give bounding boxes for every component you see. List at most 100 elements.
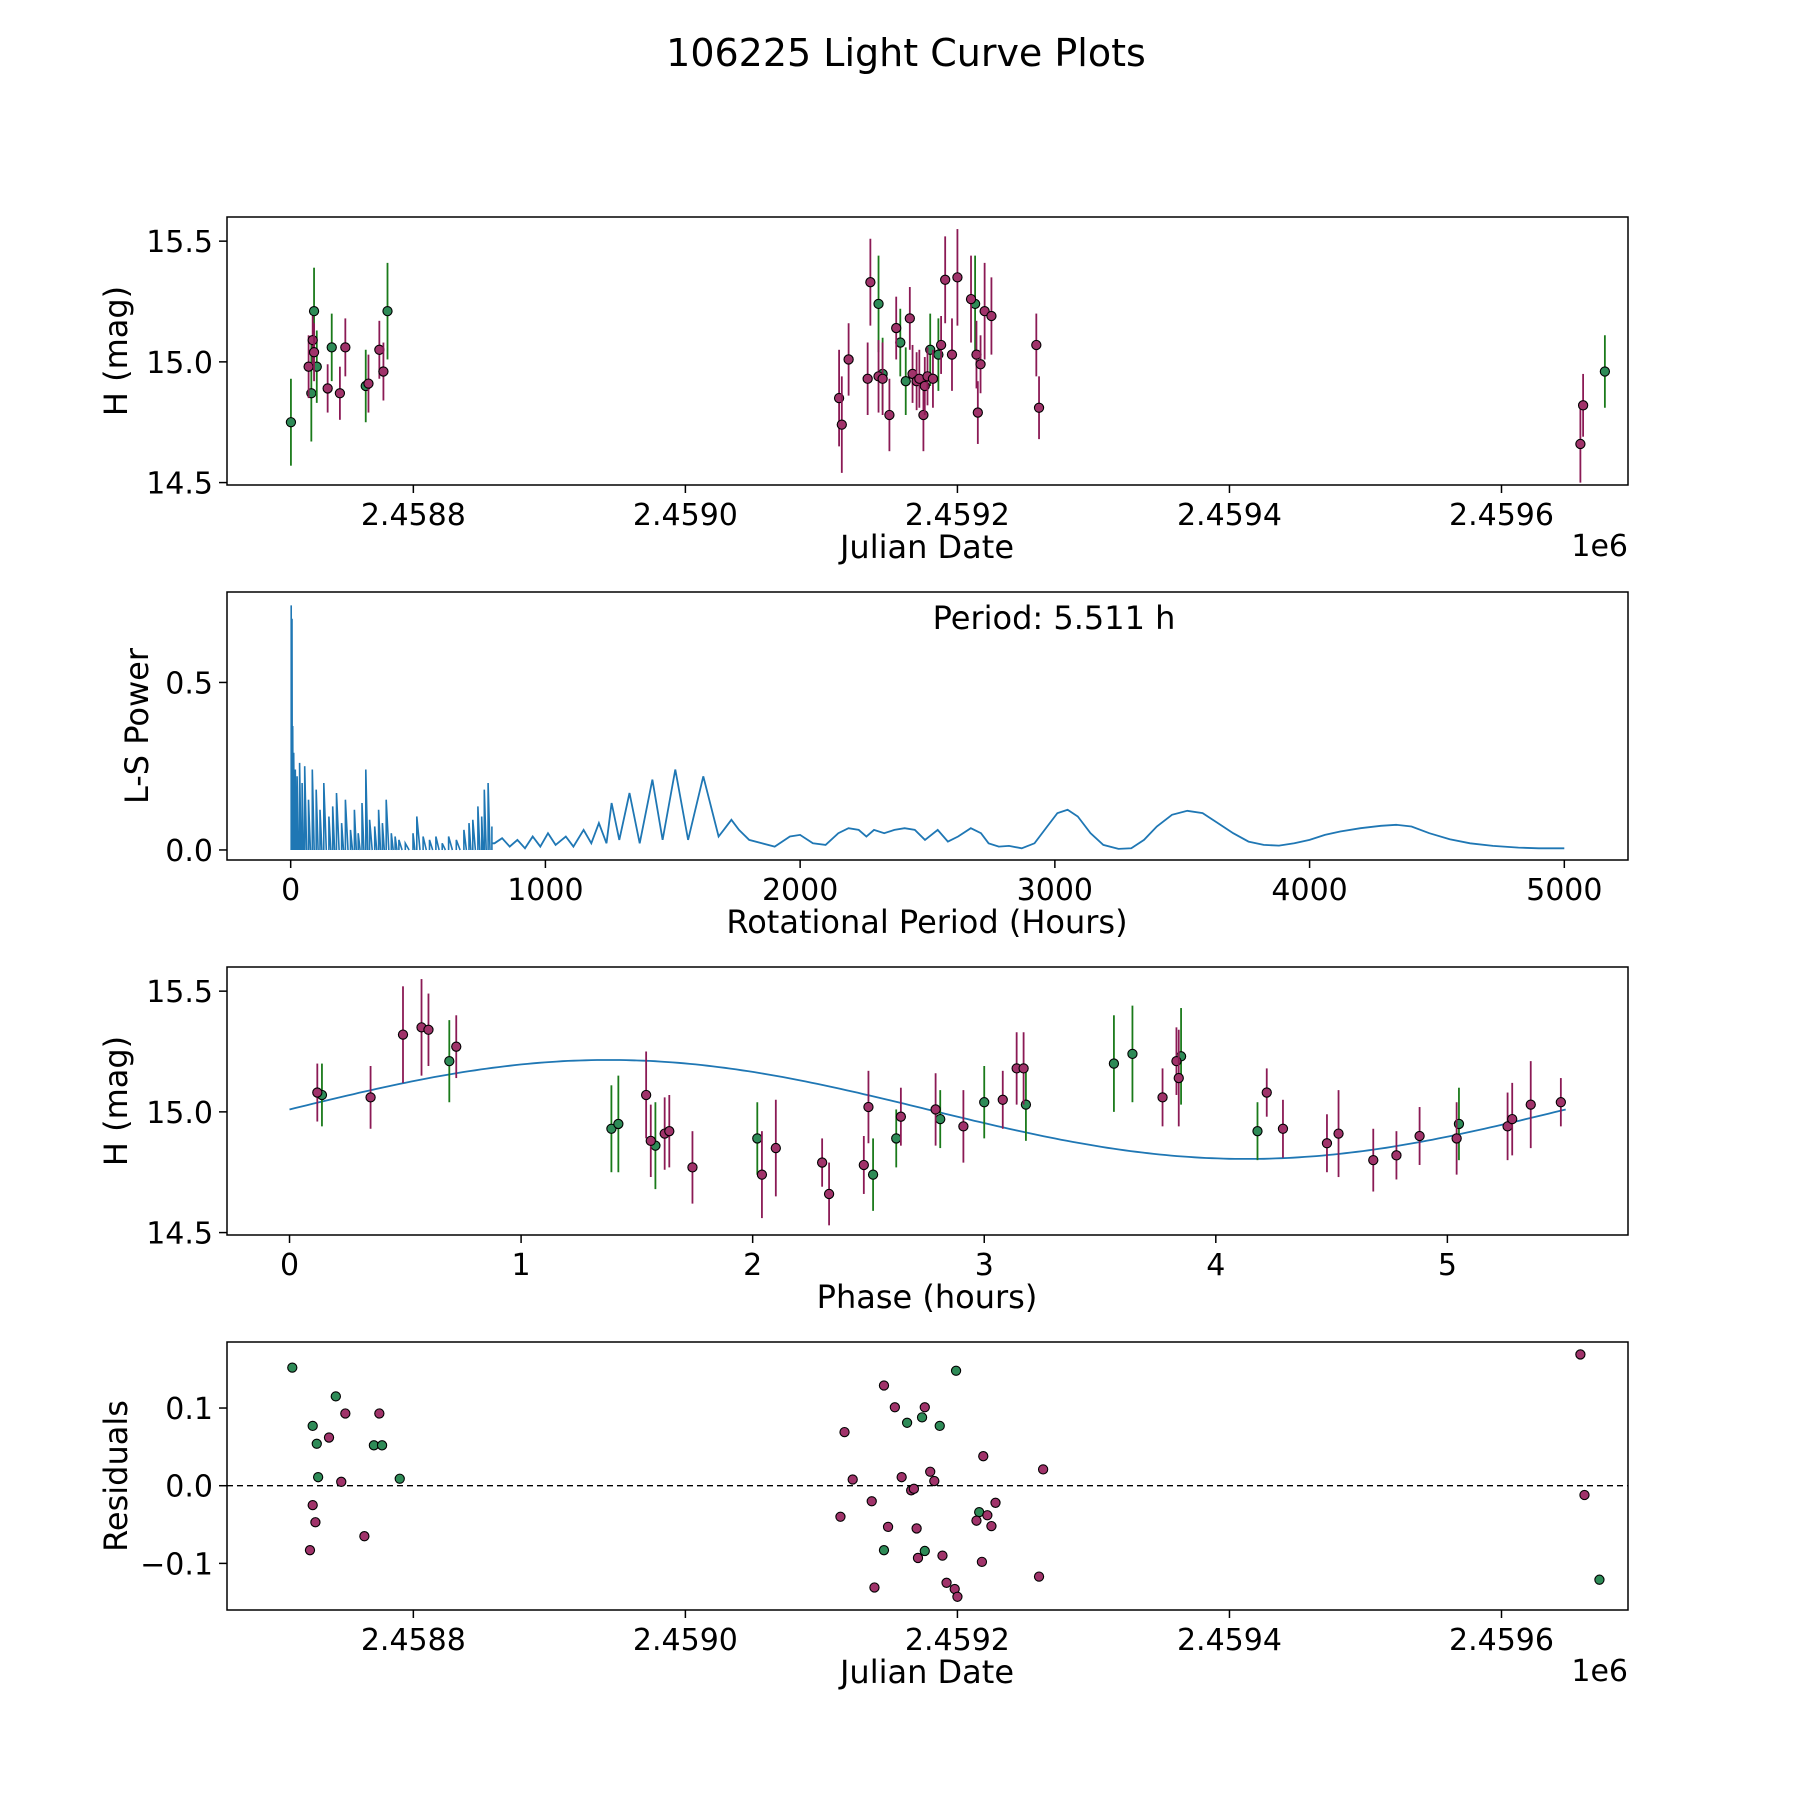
raw-magenta-point bbox=[891, 322, 902, 334]
phased-magenta-point bbox=[930, 1104, 941, 1115]
raw-magenta-point bbox=[1575, 438, 1586, 450]
phased-magenta-point bbox=[1414, 1130, 1425, 1142]
residuals-magenta-point bbox=[374, 1408, 385, 1419]
residuals-magenta-point bbox=[847, 1474, 858, 1485]
residuals-magenta-point bbox=[359, 1531, 370, 1542]
phased-green-point bbox=[935, 1113, 946, 1125]
periodogram-axes-frame bbox=[226, 591, 1629, 861]
raw-magenta-point bbox=[308, 347, 320, 358]
residuals-green-point bbox=[311, 1438, 322, 1449]
residuals-green-point bbox=[394, 1473, 405, 1484]
raw-magenta-point bbox=[935, 339, 947, 351]
residuals-yticks: −0.1 0.0 0.1 bbox=[140, 1392, 227, 1582]
residuals-ytick-label: −0.1 bbox=[140, 1547, 213, 1582]
residuals-green-point bbox=[1594, 1574, 1605, 1585]
residuals-magenta-point bbox=[982, 1510, 993, 1521]
phased-xtick-label: 2 bbox=[743, 1248, 762, 1283]
periodogram-xtick-label: 4000 bbox=[1271, 873, 1347, 908]
residuals-green-point bbox=[376, 1440, 388, 1451]
periodogram-spikes bbox=[290, 605, 493, 851]
phased-magenta-point bbox=[756, 1169, 768, 1180]
residuals-ytick-label: 0.0 bbox=[165, 1470, 213, 1505]
residuals-green-point bbox=[307, 1420, 318, 1432]
raw-green-point bbox=[900, 376, 911, 387]
periodogram-data-layer bbox=[290, 605, 1565, 851]
raw-xtick-label: 2.4596 bbox=[1449, 498, 1554, 533]
residuals-green-point bbox=[901, 1417, 913, 1428]
periodogram-xtick-label: 3000 bbox=[1017, 873, 1093, 908]
phased-magenta-point bbox=[863, 1101, 874, 1113]
residuals-magenta-point bbox=[976, 1556, 988, 1567]
residuals-magenta-point bbox=[889, 1402, 901, 1413]
residuals-magenta-point bbox=[912, 1552, 924, 1564]
periodogram-ytick-label: 0.0 bbox=[165, 834, 213, 869]
residuals-magenta-point bbox=[340, 1408, 351, 1419]
phased-green-point bbox=[606, 1123, 617, 1134]
raw-magenta-point bbox=[904, 313, 915, 324]
residuals-xtick-label: 2.4596 bbox=[1449, 1623, 1554, 1658]
raw-xtick-label: 2.4590 bbox=[633, 498, 738, 533]
residuals-xtick-label: 2.4588 bbox=[361, 1623, 466, 1658]
raw-xticks: 2.4588 2.4590 2.4592 2.4594 2.4596 bbox=[361, 485, 1554, 533]
raw-offset-text: 1e6 bbox=[1571, 529, 1628, 564]
raw-magenta-point bbox=[884, 409, 895, 421]
phased-magenta-point bbox=[1555, 1097, 1566, 1108]
periodogram-yticks: 0.0 0.5 bbox=[165, 666, 227, 869]
residuals-magenta-point bbox=[336, 1476, 347, 1487]
residuals-y-axis-label: Residuals bbox=[97, 1400, 135, 1552]
phased-magenta-point bbox=[1157, 1092, 1168, 1103]
phased-magenta-point bbox=[1333, 1128, 1344, 1139]
phased-green-point bbox=[867, 1169, 879, 1180]
residuals-ytick-label: 0.1 bbox=[165, 1392, 213, 1427]
raw-magenta-point bbox=[975, 359, 986, 370]
periodogram-y-axis-label: L-S Power bbox=[118, 647, 156, 804]
phased-green-point bbox=[613, 1118, 624, 1130]
periodogram-xtick-label: 2000 bbox=[762, 873, 838, 908]
residuals-green-point bbox=[330, 1391, 341, 1402]
residuals-magenta-point bbox=[941, 1577, 952, 1588]
phased-magenta-point bbox=[997, 1094, 1008, 1105]
periodogram-xtick-label: 1000 bbox=[507, 873, 583, 908]
periodogram-ytick-label: 0.5 bbox=[165, 666, 213, 701]
phased-magenta-point bbox=[423, 1024, 434, 1035]
residuals-offset-text: 1e6 bbox=[1571, 1654, 1628, 1689]
residuals-magenta-point bbox=[929, 1475, 940, 1487]
phased-green-point bbox=[1127, 1048, 1138, 1060]
raw-magenta-point bbox=[836, 419, 847, 430]
phased-magenta-point bbox=[823, 1188, 835, 1200]
periodogram-curve bbox=[491, 769, 1565, 850]
raw-magenta-point bbox=[965, 293, 977, 305]
raw-x-axis-label: Julian Date bbox=[838, 528, 1014, 566]
phased-magenta-point bbox=[1018, 1063, 1029, 1074]
phased-yticks: 14.5 15.0 15.5 bbox=[146, 975, 227, 1252]
raw-xtick-label: 2.4594 bbox=[1177, 498, 1282, 533]
phased-magenta-point bbox=[664, 1126, 675, 1137]
residuals-magenta-point bbox=[911, 1523, 922, 1534]
periodogram-xtick-label: 5000 bbox=[1526, 873, 1602, 908]
phased-green-point bbox=[752, 1133, 763, 1144]
phased-magenta-point bbox=[1525, 1099, 1536, 1110]
panel-phased-light-curve: 0 1 2 3 4 5 14.5 15.0 15.5 Phase (hours) H (mag… bbox=[97, 966, 1629, 1316]
raw-yticks: 14.5 15.0 15.5 bbox=[146, 225, 227, 502]
phased-xtick-label: 1 bbox=[512, 1248, 531, 1283]
raw-green-point bbox=[873, 298, 884, 310]
phased-magenta-point bbox=[816, 1157, 828, 1168]
phased-magenta-point bbox=[1277, 1123, 1289, 1134]
raw-magenta-point bbox=[877, 373, 888, 384]
phased-green-point bbox=[1252, 1126, 1263, 1137]
residuals-magenta-point bbox=[896, 1472, 907, 1483]
phased-magenta-point bbox=[1261, 1087, 1272, 1098]
phased-magenta-point bbox=[958, 1121, 969, 1132]
phased-magenta-point bbox=[770, 1142, 781, 1154]
phased-magenta-point bbox=[858, 1159, 869, 1171]
phased-ytick-label: 15.5 bbox=[146, 975, 213, 1010]
residuals-magenta-point bbox=[952, 1591, 963, 1602]
phased-magenta-point bbox=[312, 1087, 323, 1098]
residuals-magenta-point bbox=[835, 1511, 846, 1522]
residuals-xtick-label: 2.4590 bbox=[633, 1623, 738, 1658]
raw-magenta-point bbox=[946, 349, 958, 360]
residuals-magenta-point bbox=[986, 1520, 997, 1532]
phased-magenta-point bbox=[397, 1029, 409, 1040]
raw-magenta-point bbox=[865, 277, 876, 288]
raw-magenta-point bbox=[940, 274, 951, 285]
